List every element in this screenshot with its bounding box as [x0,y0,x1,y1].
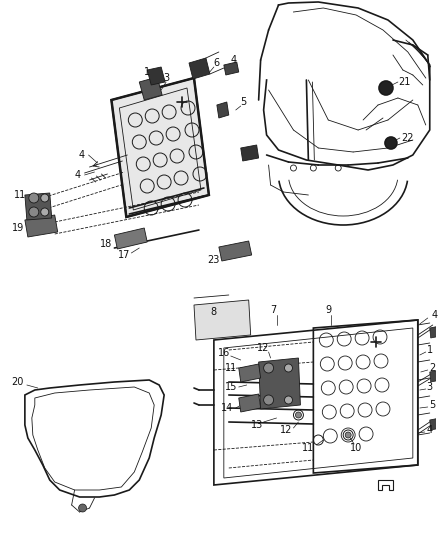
Text: 4: 4 [432,310,438,320]
Text: 10: 10 [350,443,362,453]
Polygon shape [239,364,261,382]
Text: 5: 5 [430,400,436,410]
Text: 1: 1 [144,67,150,77]
Polygon shape [430,370,438,382]
Text: 12: 12 [258,343,270,353]
Text: 19: 19 [12,223,24,233]
Text: 4: 4 [74,170,81,180]
Polygon shape [139,77,162,100]
Text: 7: 7 [270,305,277,315]
Circle shape [264,395,274,405]
Circle shape [385,137,397,149]
Circle shape [78,504,87,512]
Text: 8: 8 [211,307,217,317]
Polygon shape [194,300,251,340]
Text: 3: 3 [163,73,169,83]
Text: 2: 2 [430,363,436,373]
Text: 20: 20 [12,377,24,387]
Text: 15: 15 [225,382,237,392]
Polygon shape [189,58,210,79]
Circle shape [379,81,393,95]
Polygon shape [147,67,165,85]
Polygon shape [114,228,147,249]
Text: 12: 12 [280,425,293,435]
Circle shape [285,396,293,404]
Text: 17: 17 [118,250,131,260]
Text: 23: 23 [208,255,220,265]
Polygon shape [430,418,438,430]
Text: 18: 18 [100,239,113,249]
Circle shape [264,363,274,373]
Text: 11: 11 [225,363,237,373]
Circle shape [29,193,39,203]
Circle shape [41,194,49,202]
Text: 1: 1 [427,345,433,355]
Text: 16: 16 [218,348,230,358]
Circle shape [29,207,39,217]
Polygon shape [239,394,261,412]
Polygon shape [111,78,209,217]
Text: 22: 22 [402,133,414,143]
Circle shape [345,432,351,438]
Polygon shape [224,62,239,75]
Text: 3: 3 [427,382,433,392]
Polygon shape [430,326,438,338]
Text: 13: 13 [251,420,263,430]
Circle shape [285,364,293,372]
Text: 9: 9 [325,305,331,315]
Text: 4: 4 [78,150,85,160]
Text: 14: 14 [221,403,233,413]
Text: 4: 4 [231,55,237,65]
Text: 4: 4 [427,425,433,435]
Circle shape [41,208,49,216]
Polygon shape [25,193,52,220]
Polygon shape [219,241,252,261]
Circle shape [296,412,301,418]
Polygon shape [259,358,300,409]
Text: 5: 5 [240,97,247,107]
Text: 11: 11 [302,443,314,453]
Polygon shape [217,102,229,118]
Polygon shape [25,215,58,237]
Text: 21: 21 [399,77,411,87]
Text: 6: 6 [214,58,220,68]
Polygon shape [241,145,259,161]
Text: 11: 11 [14,190,26,200]
